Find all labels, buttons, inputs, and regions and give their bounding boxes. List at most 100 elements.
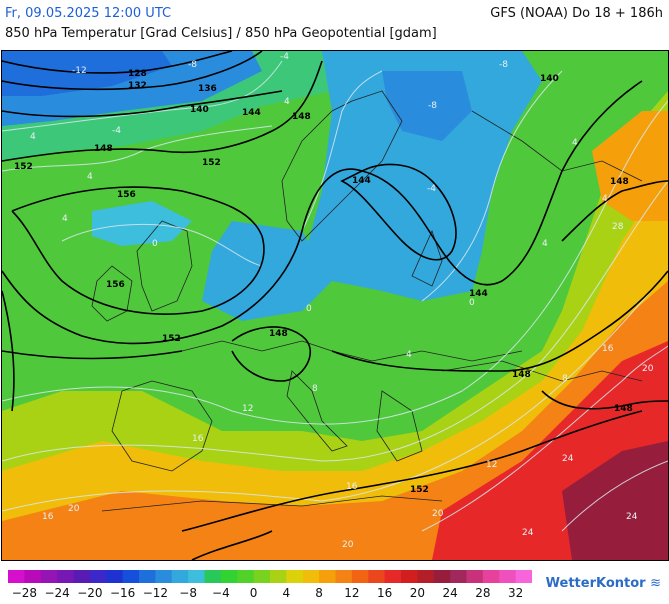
colorbar-tick-label: −20 bbox=[77, 586, 102, 600]
colorbar-tick-label: 4 bbox=[283, 586, 291, 600]
brand-name: WetterKontor bbox=[545, 576, 646, 591]
geopotential-label: 144 bbox=[242, 108, 261, 118]
geopotential-label: 148 bbox=[610, 177, 629, 187]
colorbar-swatch bbox=[450, 570, 467, 583]
geopotential-label: 152 bbox=[14, 162, 33, 172]
colorbar-swatch bbox=[155, 570, 173, 583]
colorbar-swatch bbox=[335, 570, 353, 583]
colorbar-swatch bbox=[319, 570, 336, 583]
map-subtitle: 850 hPa Temperatur [Grad Celsius] / 850 … bbox=[5, 26, 437, 41]
colorbar-swatch bbox=[139, 570, 156, 583]
temperature-label: 4 bbox=[542, 239, 548, 249]
temperature-label: 0 bbox=[306, 304, 312, 314]
colorbar-swatch bbox=[499, 570, 517, 583]
geopotential-label: 152 bbox=[202, 158, 221, 168]
colorbar-swatch bbox=[171, 570, 189, 583]
colorbar-swatch bbox=[8, 570, 25, 583]
temperature-label: -12 bbox=[72, 66, 87, 76]
colorbar-swatch bbox=[515, 570, 533, 583]
colorbar-swatch bbox=[466, 570, 484, 583]
geopotential-label: 128 bbox=[128, 69, 147, 79]
colorbar-swatch bbox=[482, 570, 500, 583]
geopotential-label: 148 bbox=[292, 112, 311, 122]
colorbar-tick-label: −12 bbox=[143, 586, 168, 600]
colorbar-swatch bbox=[286, 570, 304, 583]
temperature-label: 20 bbox=[68, 504, 80, 514]
geopotential-label: 144 bbox=[469, 289, 488, 299]
colorbar-tick-label: 20 bbox=[410, 586, 425, 600]
temperature-geopotential-map: 128 132 136 140 144 148 152 156 148 152 … bbox=[1, 50, 669, 561]
colorbar-tick-label: 12 bbox=[344, 586, 359, 600]
geopotential-label: 156 bbox=[106, 280, 125, 290]
temperature-label: 24 bbox=[522, 528, 534, 538]
temperature-label: 16 bbox=[346, 482, 358, 492]
temperature-labels: -12 -8 -4 -8 -4 -8 -4 4 0 4 4 4 0 4 0 4 … bbox=[30, 52, 654, 550]
colorbar-swatch bbox=[368, 570, 386, 583]
temperature-label: -4 bbox=[280, 52, 289, 62]
temperature-label: 16 bbox=[602, 344, 614, 354]
colorbar-tick-label: −24 bbox=[44, 586, 69, 600]
geopotential-label: 136 bbox=[198, 84, 217, 94]
colorbar-swatch bbox=[253, 570, 271, 583]
colorbar-swatch bbox=[106, 570, 124, 583]
temperature-label: -8 bbox=[428, 101, 437, 111]
colorbar-swatch bbox=[433, 570, 451, 583]
colorbar-swatch bbox=[188, 570, 205, 583]
geopotential-label: 148 bbox=[269, 329, 288, 339]
temperature-label: -8 bbox=[499, 60, 508, 70]
colorbar-tick-label: −28 bbox=[12, 586, 37, 600]
temperature-label: 4 bbox=[602, 194, 608, 204]
temperature-label: 4 bbox=[406, 350, 412, 360]
temperature-label: 4 bbox=[284, 97, 290, 107]
model-run-label: GFS (NOAA) Do 18 + 186h bbox=[490, 6, 663, 21]
temperature-label: 28 bbox=[612, 222, 624, 232]
map-canvas: 128 132 136 140 144 148 152 156 148 152 … bbox=[2, 51, 668, 560]
temperature-label: 4 bbox=[30, 132, 36, 142]
colorbar-tick-label: 28 bbox=[475, 586, 490, 600]
temperature-label: 16 bbox=[192, 434, 204, 444]
colorbar-swatch bbox=[89, 570, 107, 583]
temp-field-scandinavia-core bbox=[382, 71, 472, 141]
brand-wave-icon: ≋ bbox=[650, 576, 661, 591]
geopotential-label: 148 bbox=[512, 370, 531, 380]
colorbar-swatch bbox=[237, 570, 255, 583]
colorbar-svg: −28−24−20−16−12−8−40481216202428323640 bbox=[8, 570, 589, 600]
colorbar-tick-label: 8 bbox=[315, 586, 323, 600]
temperature-label: 4 bbox=[87, 172, 93, 182]
temperature-label: 24 bbox=[562, 454, 574, 464]
temperature-label: 20 bbox=[342, 540, 354, 550]
colorbar-tick-label: 24 bbox=[442, 586, 457, 600]
temperature-label: 8 bbox=[562, 374, 568, 384]
colorbar-swatch bbox=[40, 570, 58, 583]
geopotential-label: 148 bbox=[614, 404, 633, 414]
colorbar-swatch bbox=[384, 570, 402, 583]
temperature-label: -4 bbox=[427, 184, 436, 194]
colorbar-swatch bbox=[417, 570, 435, 583]
colorbar-swatch bbox=[24, 570, 42, 583]
temperature-label: 24 bbox=[626, 512, 638, 522]
temperature-label: -8 bbox=[188, 60, 197, 70]
colorbar-swatch bbox=[220, 570, 238, 583]
colorbar-swatch bbox=[302, 570, 320, 583]
geopotential-contours bbox=[2, 51, 668, 560]
colorbar-tick-label: 32 bbox=[508, 586, 523, 600]
temperature-label: 4 bbox=[62, 214, 68, 224]
colorbar-tick-label: −16 bbox=[110, 586, 135, 600]
colorbar-tick-label: 16 bbox=[377, 586, 392, 600]
geopotential-label: 148 bbox=[94, 144, 113, 154]
geopotential-label: 144 bbox=[352, 176, 371, 186]
temp-field-scandinavia-cold bbox=[302, 51, 542, 301]
colorbar-tick-label: −8 bbox=[179, 586, 197, 600]
temperature-label: 12 bbox=[242, 404, 253, 414]
colorbar-swatch bbox=[73, 570, 91, 583]
temperature-label: 16 bbox=[42, 512, 54, 522]
temperature-label: 0 bbox=[152, 239, 158, 249]
temp-field-central-europe-cold bbox=[202, 221, 332, 321]
temperature-label: 20 bbox=[642, 364, 654, 374]
geopotential-label: 140 bbox=[190, 105, 209, 115]
geopotential-labels: 128 132 136 140 144 148 152 156 148 152 … bbox=[14, 69, 633, 495]
colorbar-swatch bbox=[270, 570, 287, 583]
temperature-label: 8 bbox=[312, 384, 318, 394]
temperature-label: 20 bbox=[432, 509, 444, 519]
geopotential-label: 132 bbox=[128, 81, 147, 91]
